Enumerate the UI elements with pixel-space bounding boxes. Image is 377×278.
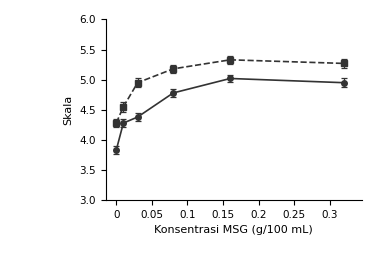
Legend: Garam 0.30 g/100 mL, Garam 0.42 g/100 mL: Garam 0.30 g/100 mL, Garam 0.42 g/100 mL xyxy=(106,276,259,278)
X-axis label: Konsentrasi MSG (g/100 mL): Konsentrasi MSG (g/100 mL) xyxy=(154,225,313,235)
Y-axis label: Skala: Skala xyxy=(64,95,74,125)
